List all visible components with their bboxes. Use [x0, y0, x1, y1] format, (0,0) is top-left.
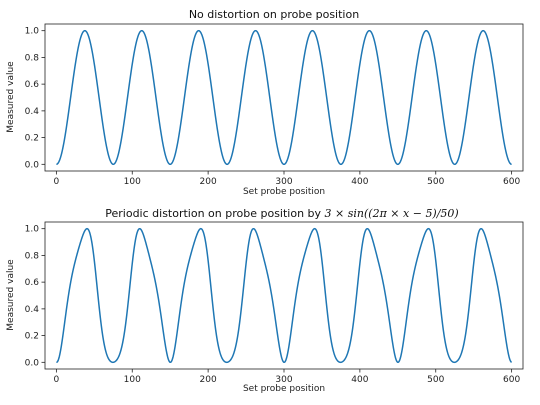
x-tick-label: 500: [427, 177, 444, 187]
y-axis-label: Measured value: [6, 259, 16, 331]
chart-title-formula: 3 × sin((2π × x − 5)/50): [325, 207, 459, 220]
x-tick-label: 400: [351, 177, 368, 187]
axes-frame: [44, 23, 524, 172]
x-tick-label: 300: [275, 375, 292, 385]
y-tick-label: 0.6: [25, 278, 40, 288]
x-tick-label: 300: [275, 177, 292, 187]
y-tick-label: 0.6: [25, 80, 40, 90]
y-axis-label: Measured value: [6, 61, 16, 133]
x-axis-label: Set probe position: [243, 384, 325, 394]
x-tick-label: 0: [54, 177, 60, 187]
y-tick-label: 0.8: [25, 53, 40, 63]
y-tick-label: 0.2: [25, 134, 39, 144]
x-tick-label: 500: [427, 375, 444, 385]
x-tick-label: 600: [503, 375, 520, 385]
chart-title-text: Periodic distortion on probe position by: [105, 207, 324, 220]
y-tick-label: 0.0: [25, 358, 40, 368]
y-tick-label: 0.8: [25, 251, 40, 261]
axes-frame: [44, 221, 524, 370]
plot-area: 0 100 200 300 400 500 600 0.0 0.2 0.4 0.6 0.8 1.0: [25, 27, 521, 187]
y-tick-label: 0.0: [25, 160, 40, 170]
x-tick-label: 400: [351, 375, 368, 385]
chart-panel-top: No distortion on probe position 0 100 200 3…: [6, 8, 524, 197]
x-axis-label: Set probe position: [243, 187, 325, 197]
x-tick-label: 200: [200, 375, 217, 385]
chart-title: Periodic distortion on probe position by…: [105, 207, 458, 220]
y-tick-label: 0.4: [25, 107, 40, 117]
series-line: [56, 29, 512, 166]
series-line: [56, 227, 512, 364]
plot-area: 0 100 200 300 400 500 600 0.0 0.2 0.4 0.6 0.8 1.0: [25, 225, 521, 385]
x-tick-label: 0: [54, 375, 60, 385]
y-tick-label: 1.0: [25, 27, 40, 37]
x-tick-label: 100: [124, 375, 141, 385]
x-tick-label: 100: [124, 177, 141, 187]
y-tick-label: 0.2: [25, 332, 39, 342]
chart-title: No distortion on probe position: [189, 8, 359, 21]
y-tick-label: 0.4: [25, 305, 40, 315]
y-tick-label: 1.0: [25, 225, 40, 235]
x-tick-label: 600: [503, 177, 520, 187]
x-tick-label: 200: [200, 177, 217, 187]
chart-panel-bottom: Periodic distortion on probe position by…: [6, 207, 524, 394]
